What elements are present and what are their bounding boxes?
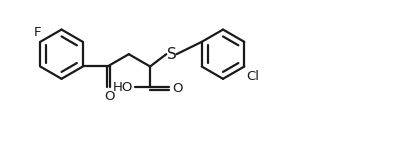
Text: HO: HO: [113, 81, 133, 94]
Text: F: F: [34, 26, 41, 39]
Text: S: S: [166, 47, 176, 62]
Text: O: O: [104, 90, 114, 103]
Text: Cl: Cl: [247, 71, 260, 83]
Text: O: O: [172, 82, 183, 95]
